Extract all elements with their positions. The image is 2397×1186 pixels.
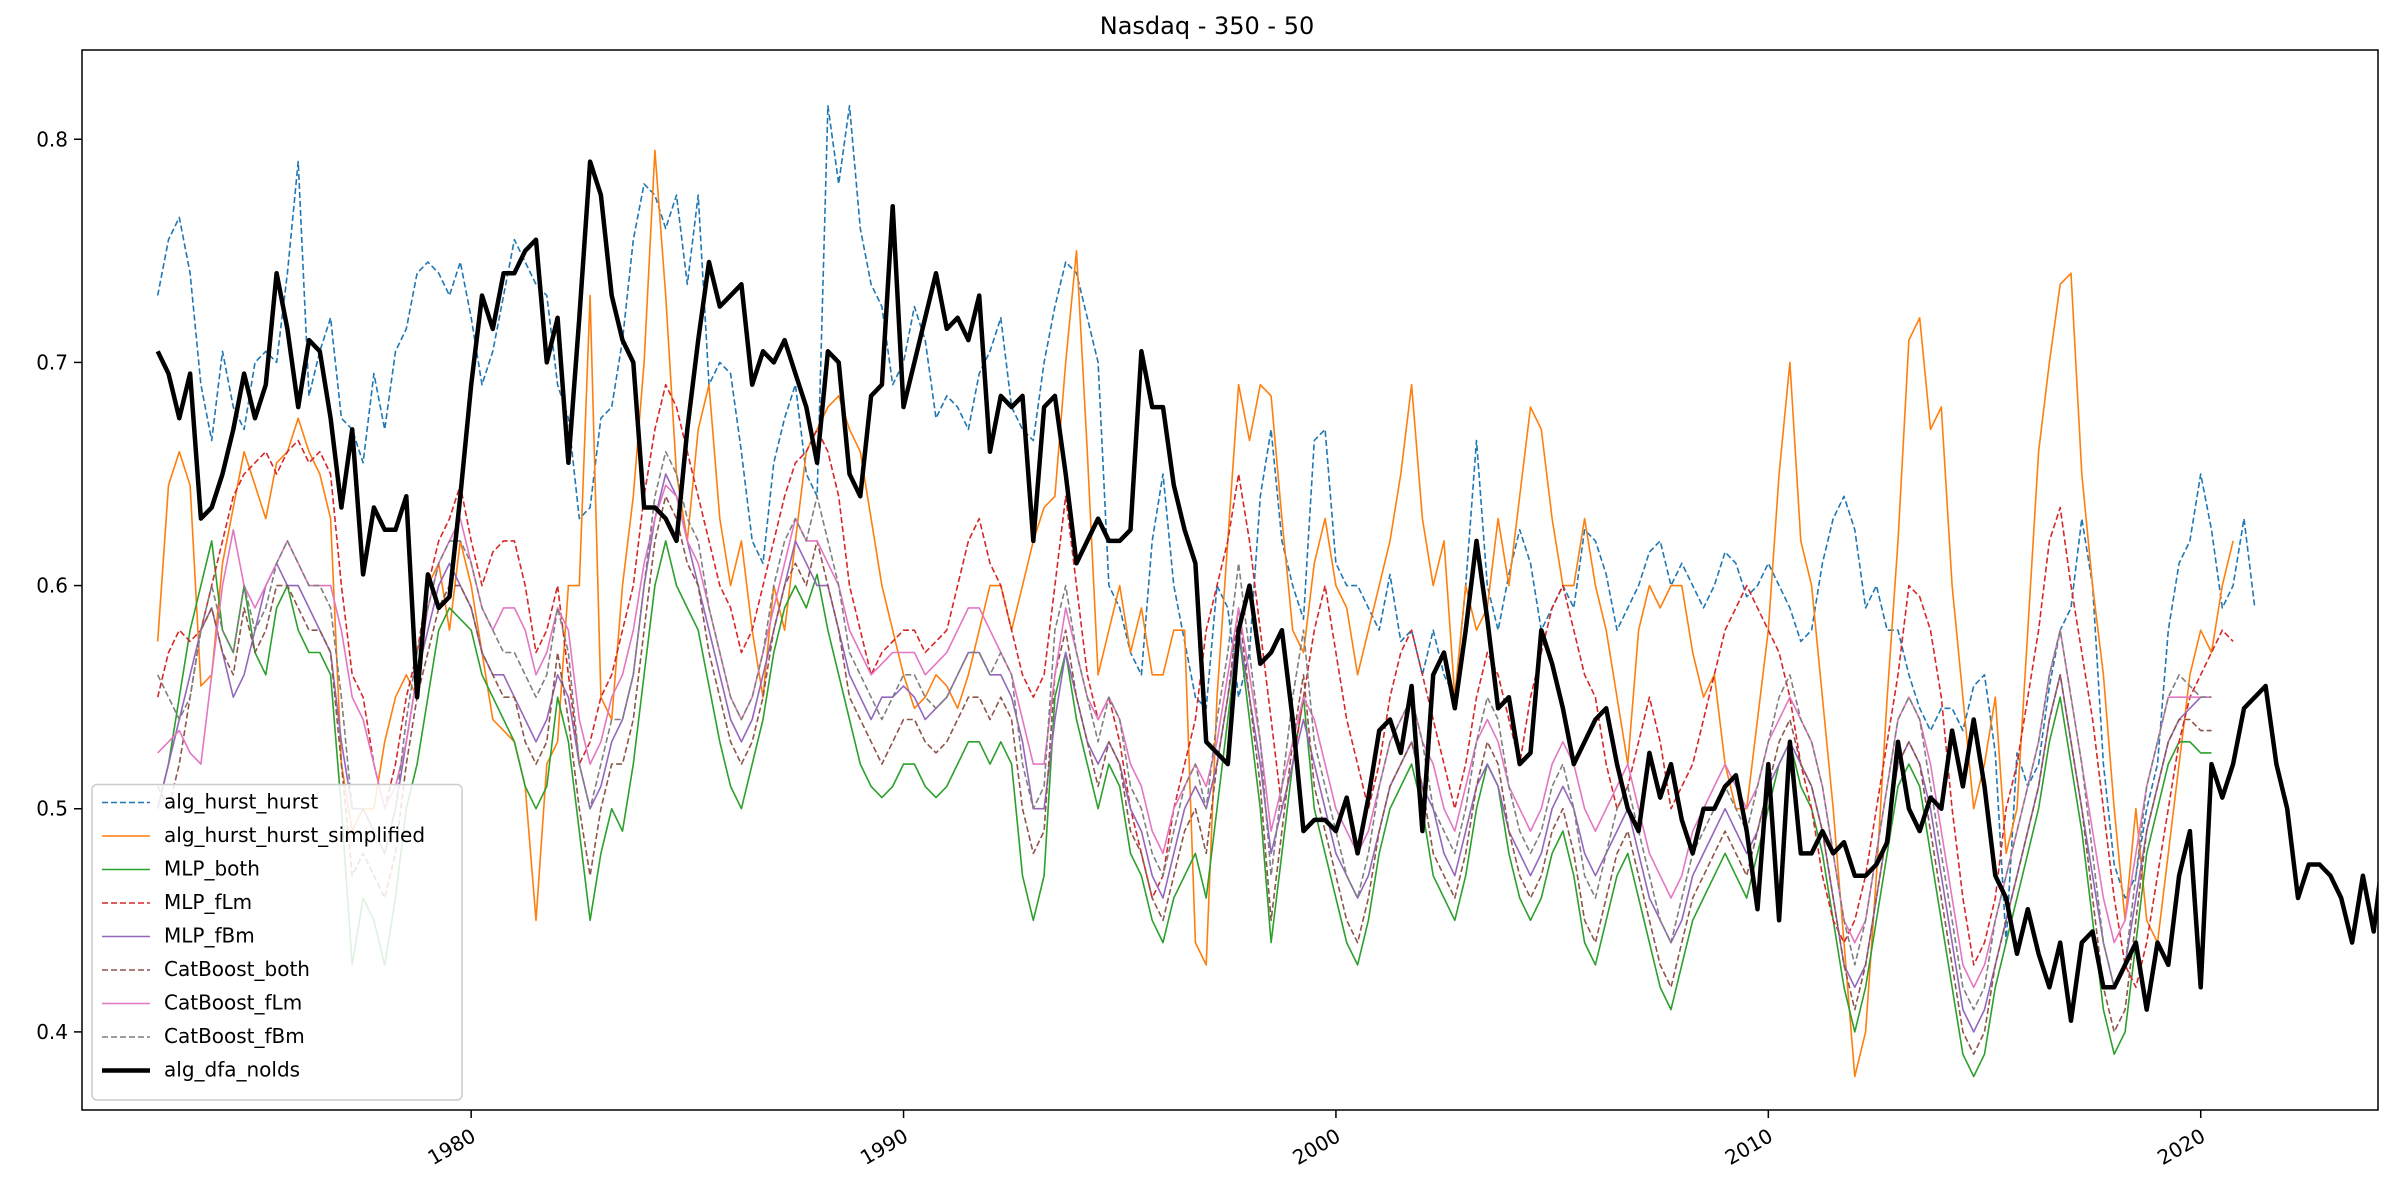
- series-line-alg-dfa-nolds: [155, 159, 2378, 1023]
- x-tick-label: 2000: [1288, 1124, 1344, 1170]
- x-tick-label: 2010: [1721, 1124, 1777, 1170]
- series-line-mlp-fbm: [156, 473, 2212, 1033]
- y-tick-label: 0.6: [36, 574, 68, 598]
- y-tick-label: 0.7: [36, 350, 68, 374]
- x-tick-label: 2020: [2153, 1124, 2209, 1170]
- chart-title: Nasdaq - 350 - 50: [1100, 12, 1315, 40]
- legend-label: CatBoost_fBm: [164, 1024, 305, 1048]
- series-line-catboost-fbm: [156, 450, 2212, 1011]
- legend: alg_hurst_hurst alg_hurst_hurst_simplifie…: [91, 783, 463, 1101]
- y-tick-label: 0.4: [36, 1020, 68, 1044]
- legend-label: MLP_both: [164, 857, 260, 881]
- series-line-alg-hurst-hurst: [156, 105, 2256, 944]
- y-tick-label: 0.8: [36, 127, 68, 151]
- y-axis: 0.4 0.5 0.6 0.7 0.8: [36, 127, 82, 1044]
- legend-label: MLP_fLm: [164, 890, 252, 914]
- x-tick-label: 1990: [856, 1124, 912, 1170]
- legend-box: [91, 783, 463, 1101]
- series-line-catboost-both: [156, 495, 2212, 1055]
- series-line-alg-hurst-hurst-simplified: [156, 149, 2234, 1078]
- y-tick-label: 0.5: [36, 797, 68, 821]
- series-layer: [155, 105, 2378, 1078]
- legend-label: MLP_fBm: [164, 924, 255, 948]
- x-axis: 1980 1990 2000 2010 2020: [424, 1110, 2209, 1170]
- x-tick-label: 1980: [424, 1124, 480, 1170]
- legend-label: alg_dfa_nolds: [164, 1058, 300, 1082]
- legend-label: alg_hurst_hurst_simplified: [164, 823, 425, 847]
- series-line-mlp-flm: [156, 383, 2234, 989]
- legend-label: CatBoost_fLm: [164, 991, 302, 1015]
- legend-label: alg_hurst_hurst: [164, 790, 318, 814]
- legend-label: CatBoost_both: [164, 957, 310, 981]
- plot-frame: [81, 49, 2379, 1111]
- series-line-mlp-both: [156, 540, 2212, 1078]
